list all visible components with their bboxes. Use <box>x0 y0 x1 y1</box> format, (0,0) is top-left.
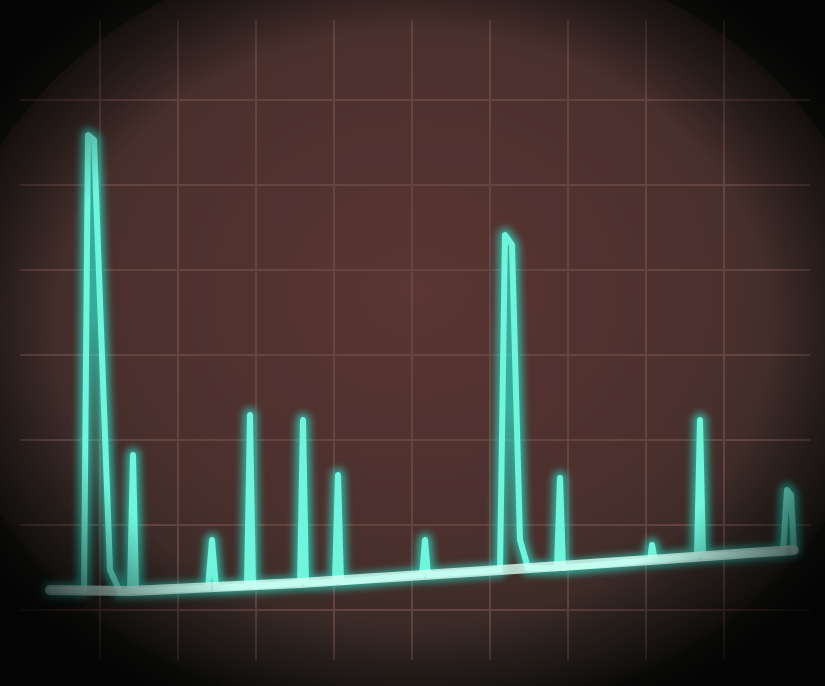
page <box>0 0 825 686</box>
oscilloscope-photo <box>0 0 825 686</box>
vignette <box>0 0 825 686</box>
